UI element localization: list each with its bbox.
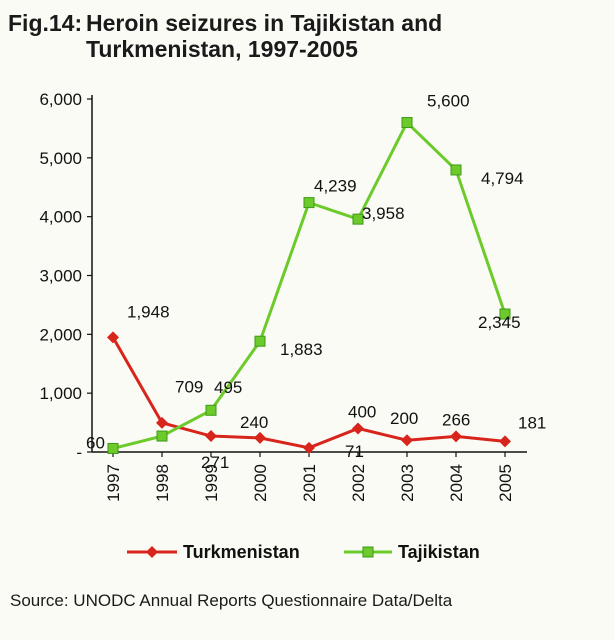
tajikistan-point	[499, 308, 511, 320]
figure-title-line2: Turkmenistan, 1997-2005	[86, 36, 358, 62]
turkmenistan-point	[107, 331, 119, 344]
turkmenistan-data-label: 1,948	[127, 302, 170, 321]
figure-number: Fig.14:	[8, 10, 83, 36]
turkmenistan-point	[254, 431, 266, 444]
turkmenistan-data-label: 495	[214, 378, 242, 397]
x-tick-label: 1999	[202, 464, 221, 502]
tajikistan-data-label: 2,345	[478, 313, 521, 332]
tajikistan-point	[107, 442, 119, 454]
y-tick-label: 6,000	[39, 90, 82, 109]
tajikistan-data-label: 4,794	[481, 169, 524, 188]
legend-tajikistan-label: Tajikistan	[398, 542, 480, 562]
tajikistan-data-label: 60	[86, 433, 105, 452]
turkmenistan-data-label: 240	[240, 413, 268, 432]
figure-title-line1: Heroin seizures in Tajikistan and	[86, 10, 443, 36]
turkmenistan-data-label: 71	[345, 442, 364, 461]
y-tick-label: 2,000	[39, 325, 82, 344]
legend-turkmenistan-marker	[146, 546, 158, 558]
tajikistan-point	[303, 197, 315, 209]
turkmenistan-point	[352, 422, 364, 435]
tajikistan-point	[352, 213, 364, 225]
turkmenistan-data-label: 181	[518, 413, 546, 432]
tajikistan-line	[112, 120, 507, 450]
x-tick-label: 2000	[251, 464, 270, 502]
turkmenistan-point	[401, 434, 413, 447]
figure-title: Fig.14: Heroin seizures in Tajikistan and…	[8, 10, 568, 62]
turkmenistan-data-label: 266	[442, 410, 470, 429]
tajikistan-point	[401, 117, 413, 129]
x-tick-label: 1997	[104, 464, 123, 502]
turkmenistan-point	[303, 441, 315, 454]
tajikistan-data-label: 4,239	[314, 177, 357, 196]
turkmenistan-point	[499, 435, 511, 448]
turkmenistan-data-label: 200	[390, 409, 418, 428]
turkmenistan-point	[156, 416, 168, 429]
tajikistan-point	[450, 164, 462, 176]
x-tick-label: 2003	[398, 464, 417, 502]
tajikistan-data-label: 1,883	[280, 340, 323, 359]
x-tick-label: 2001	[300, 464, 319, 502]
tajikistan-data-label: 5,600	[427, 92, 470, 111]
x-tick-label: 2005	[496, 464, 515, 502]
tajikistan-data-label: 709	[175, 377, 203, 396]
y-tick-label: 3,000	[39, 267, 82, 286]
legend-turkmenistan-label: Turkmenistan	[183, 542, 300, 562]
tajikistan-point	[254, 335, 266, 347]
turkmenistan-point	[205, 430, 217, 443]
y-tick-label: 1,000	[39, 384, 82, 403]
x-tick-label: 2002	[349, 464, 368, 502]
y-tick-label: 4,000	[39, 208, 82, 227]
tajikistan-data-label: 3,958	[362, 204, 405, 223]
turkmenistan-data-label: 400	[348, 402, 376, 421]
y-tick-label: -	[76, 443, 82, 462]
source-note: Source: UNODC Annual Reports Questionnai…	[10, 591, 453, 610]
x-tick-label: 1998	[153, 464, 172, 502]
turkmenistan-point	[450, 430, 462, 443]
tajikistan-point	[205, 404, 217, 416]
x-tick-label: 2004	[447, 464, 466, 502]
tajikistan-point	[156, 430, 168, 442]
y-tick-label: 5,000	[39, 149, 82, 168]
legend-tajikistan-marker	[362, 546, 374, 558]
turkmenistan-data-label: 271	[201, 453, 229, 472]
